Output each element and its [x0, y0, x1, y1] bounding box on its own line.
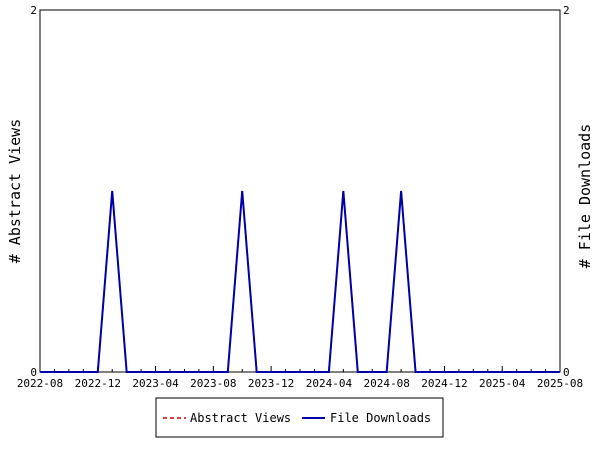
x-tick-label: 2024-08: [363, 377, 409, 390]
y-tick-label-left: 2: [30, 4, 37, 17]
y-axis-title-left: # Abstract Views: [6, 119, 24, 264]
y-axis-title-right: # File Downloads: [576, 124, 594, 269]
legend-label-abstract-views: Abstract Views: [190, 411, 291, 425]
x-tick-label: 2023-12: [248, 377, 294, 390]
x-tick-label: 2024-04: [306, 377, 353, 390]
series-layer: [40, 190, 560, 373]
x-tick-label: 2022-08: [17, 377, 63, 390]
x-tick-label: 2025-04: [479, 377, 526, 390]
legend-box: [155, 397, 444, 438]
x-tick-label: 2023-04: [132, 377, 179, 390]
y-tick-label-right: 2: [563, 4, 570, 17]
y-tick-label-left: 0: [30, 366, 37, 379]
x-tick-label: 2022-12: [75, 377, 121, 390]
x-tick-label: 2023-08: [190, 377, 236, 390]
plot-area: [39, 9, 561, 373]
x-tick-label: 2024-12: [421, 377, 467, 390]
series-line-file-downloads: [40, 190, 560, 373]
y-tick-label-right: 0: [563, 366, 570, 379]
legend: Abstract Views File Downloads: [155, 397, 444, 438]
x-tick-label: 2025-08: [537, 377, 583, 390]
legend-label-file-downloads: File Downloads: [330, 411, 431, 425]
